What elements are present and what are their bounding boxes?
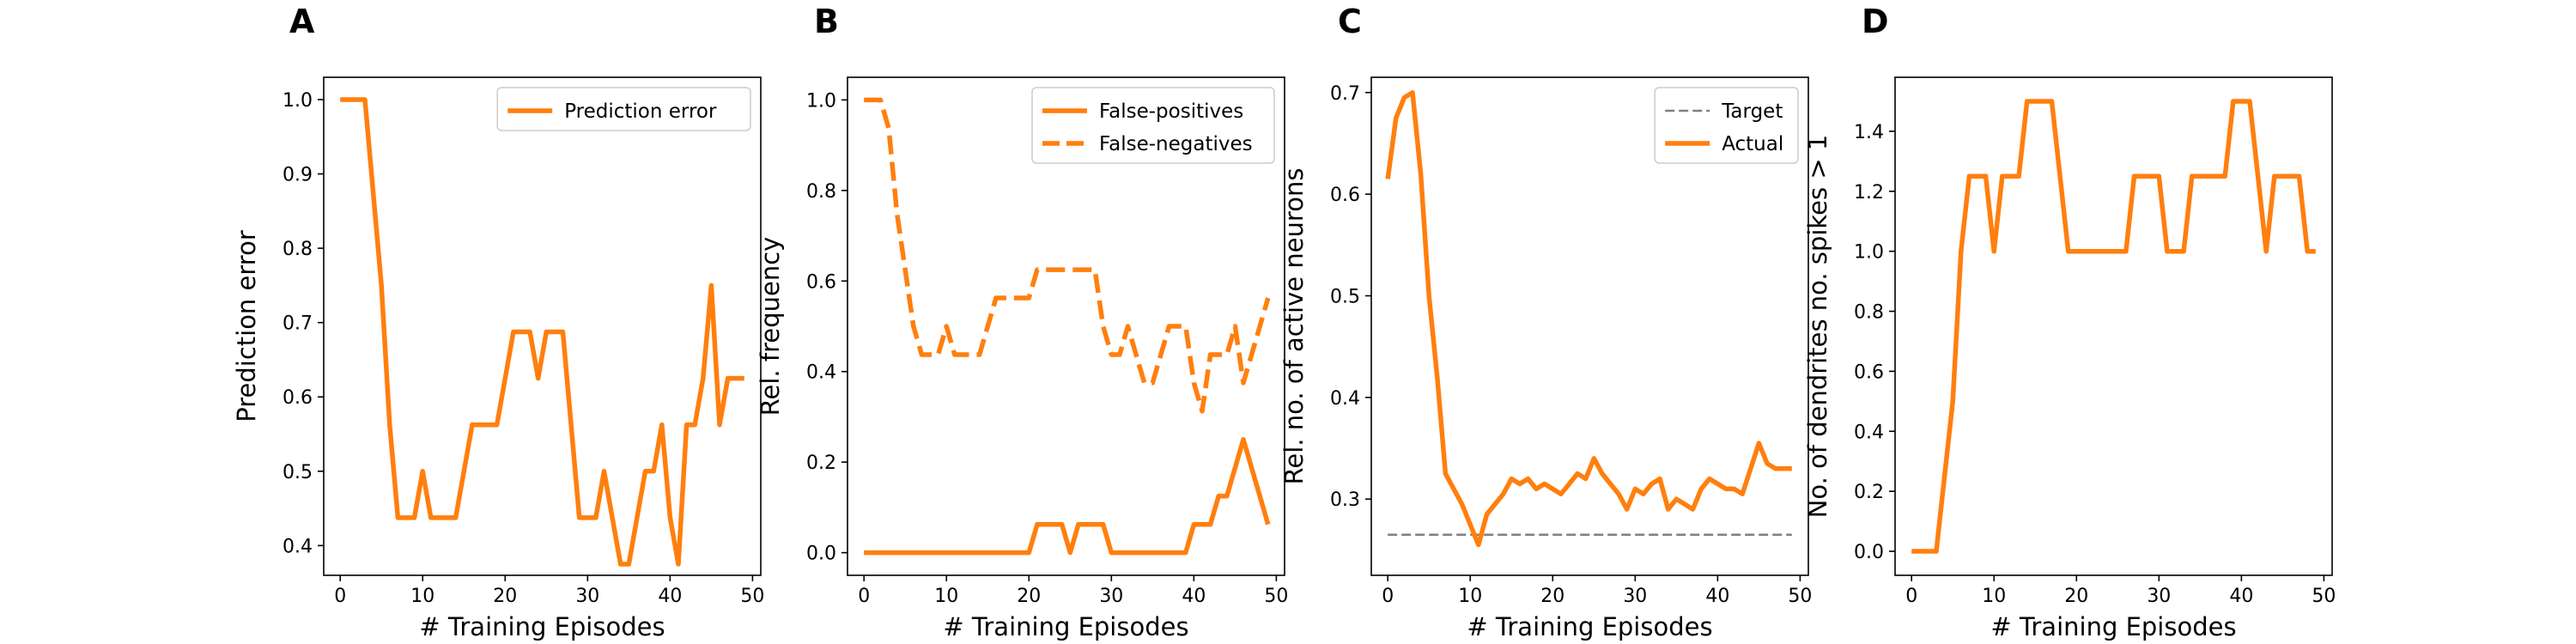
y-tick-label-b-2: 0.4 [806,362,836,384]
x-tick-label-b-30: 30 [1099,586,1123,607]
y-axis-label-b: Rel. frequency [756,237,785,416]
y-tick-label-d-0: 0.0 [1854,542,1884,563]
panel-a: 0 10 20 30 40 50 0.4 0.5 0.6 0.7 0.8 0.9 1.0 # Traini… [232,76,764,641]
y-axis-label-c: Rel. no. of active neurons [1279,168,1309,485]
y-tick-label-b-3: 0.6 [806,271,836,293]
x-tick-label-d-0: 0 [1905,586,1917,607]
y-tick-label-d-4: 0.8 [1854,302,1884,324]
x-tick-label-b-20: 20 [1017,586,1041,607]
x-tick-label-a-50: 50 [740,586,764,607]
y-tick-label-c-1: 0.4 [1330,388,1360,410]
legend-b: False-positives False-negatives [1031,87,1275,164]
legend-label-b-1: False-negatives [1099,133,1253,155]
legend-label-c-0: Target [1721,100,1783,123]
panel-d: 0 10 20 30 40 50 0.0 0.2 0.4 0.6 0.8 1.0 1.2 1.4 # Tra… [1803,76,2336,641]
legend-c: Target Actual [1654,87,1799,164]
panel-letter-b: B [814,3,839,40]
y-tick-label-d-7: 1.4 [1854,122,1884,143]
x-tick-label-c-20: 20 [1540,586,1564,607]
series-line-d-0 [1911,99,2316,554]
x-tick-label-d-50: 50 [2312,586,2336,607]
series-line-a-0 [340,97,744,567]
y-tick-label-d-2: 0.4 [1854,422,1884,443]
y-tick-label-c-0: 0.3 [1330,489,1360,511]
y-axis-label-d: No. of dendrites no. spikes > 1 [1803,135,1832,519]
y-tick-label-d-5: 1.0 [1854,242,1884,264]
legend-label-b-0: False-positives [1099,100,1243,123]
y-tick-label-c-2: 0.5 [1330,286,1360,307]
legend-box-a [496,87,751,131]
panel-letter-a: A [289,3,315,40]
y-tick-label-b-1: 0.2 [806,453,836,474]
x-tick-label-b-10: 10 [934,586,958,607]
axes-frame-a [323,76,762,576]
x-tick-label-c-50: 50 [1788,586,1812,607]
x-tick-label-a-40: 40 [658,586,682,607]
legend-a: Prediction error [496,87,751,131]
y-tick-label-a-2: 0.6 [283,387,313,409]
x-tick-label-c-10: 10 [1458,586,1482,607]
axes-frame-c [1370,76,1809,576]
x-tick-label-b-0: 0 [858,586,870,607]
x-axis-label-d: # Training Episodes [1990,612,2236,641]
y-tick-label-d-3: 0.6 [1854,361,1884,383]
y-tick-label-a-5: 0.9 [283,165,313,186]
x-tick-label-b-50: 50 [1264,586,1288,607]
x-tick-label-a-0: 0 [334,586,346,607]
y-tick-label-a-4: 0.8 [283,239,313,260]
x-tick-label-c-30: 30 [1623,586,1647,607]
y-tick-label-d-1: 0.2 [1854,482,1884,503]
legend-label-c-1: Actual [1722,133,1783,155]
series-line-b-1 [864,97,1271,414]
panel-c: 0 10 20 30 40 50 0.3 0.4 0.5 0.6 0.7 # Training Epi… [1279,76,1812,641]
x-axis-label-c: # Training Episodes [1467,612,1712,641]
x-tick-label-d-10: 10 [1982,586,2006,607]
axes-frame-b [847,76,1285,576]
panel-b: 0 10 20 30 40 50 0.0 0.2 0.4 0.6 0.8 1.0 # Training … [756,76,1288,641]
y-axis-label-a: Prediction error [232,230,261,422]
x-tick-label-d-30: 30 [2147,586,2171,607]
series-line-c-1 [1385,90,1792,548]
y-tick-label-b-0: 0.0 [806,544,836,565]
axes-frame-d [1894,76,2333,576]
x-tick-label-d-40: 40 [2229,586,2253,607]
y-tick-label-b-4: 0.8 [806,181,836,203]
x-axis-label-b: # Training Episodes [943,612,1188,641]
legend-label-a-0: Prediction error [564,100,717,123]
x-tick-label-b-40: 40 [1182,586,1206,607]
y-tick-label-c-3: 0.6 [1330,185,1360,206]
x-tick-label-a-30: 30 [575,586,599,607]
panel-letter-c: C [1338,3,1362,40]
y-tick-label-c-4: 0.7 [1330,83,1360,105]
series-line-b-0 [864,437,1271,556]
x-tick-label-a-20: 20 [493,586,517,607]
x-tick-label-c-0: 0 [1382,586,1394,607]
y-tick-label-a-6: 1.0 [283,90,313,112]
y-tick-label-d-6: 1.2 [1854,182,1884,204]
x-tick-label-a-10: 10 [410,586,434,607]
legend-box-b [1031,87,1275,164]
y-tick-label-a-0: 0.4 [283,536,313,557]
panel-letter-d: D [1862,3,1889,40]
x-tick-label-d-20: 20 [2064,586,2088,607]
y-tick-label-a-3: 0.7 [283,313,313,335]
y-tick-label-a-1: 0.5 [283,462,313,483]
x-axis-label-a: # Training Episodes [419,612,665,641]
y-tick-label-b-5: 1.0 [806,90,836,112]
x-tick-label-c-40: 40 [1705,586,1729,607]
